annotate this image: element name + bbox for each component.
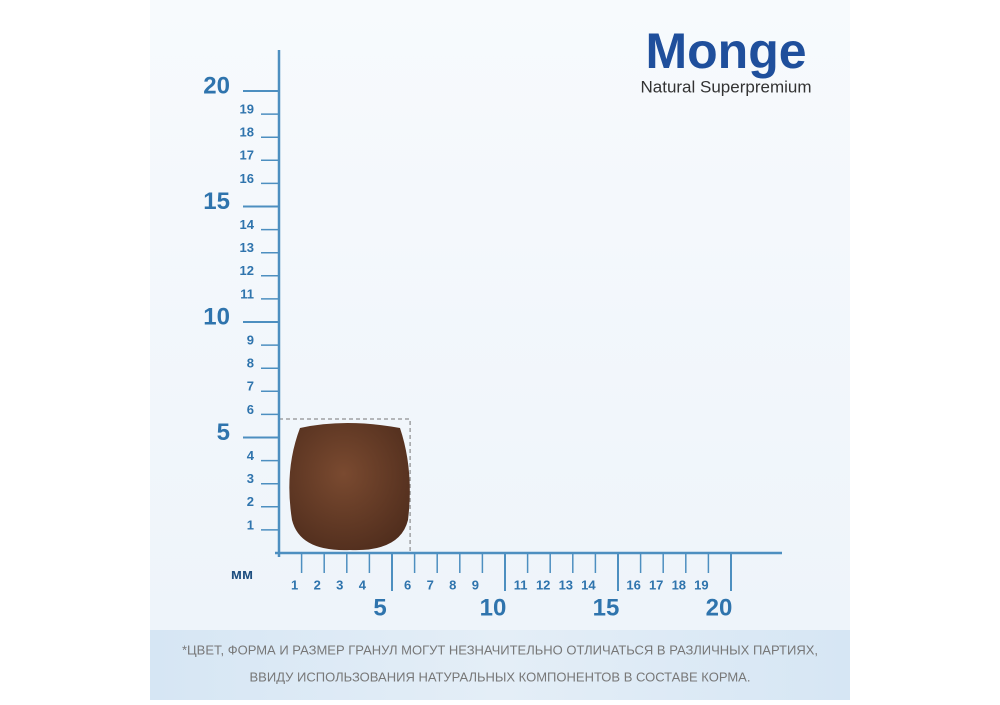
y-tick-label: 17 [240,148,254,163]
y-tick-label: 18 [240,125,254,140]
y-tick-label: 13 [240,240,254,255]
logo-tagline: Natural Superpremium [640,77,811,96]
y-tick-label: 14 [240,217,255,232]
y-tick-label: 6 [247,402,254,417]
y-major-label: 20 [203,72,230,99]
x-tick-label: 16 [626,577,640,592]
y-tick-label: 12 [240,263,254,278]
y-tick-label: 11 [240,286,254,301]
footnote-line: ВВИДУ ИСПОЛЬЗОВАНИЯ НАТУРАЛЬНЫХ КОМПОНЕН… [250,669,751,684]
footnote-box [150,630,850,700]
x-tick-label: 7 [427,577,434,592]
unit-label: мм [231,566,253,583]
x-tick-label: 8 [449,577,456,592]
x-tick-label: 9 [472,577,479,592]
x-tick-label: 6 [404,577,411,592]
x-major-label: 15 [593,594,620,621]
logo-brand: Monge [645,23,806,79]
y-tick-label: 1 [247,517,254,532]
x-tick-label: 14 [581,577,596,592]
x-tick-label: 11 [514,577,528,592]
x-major-label: 10 [480,594,507,621]
x-tick-label: 3 [336,577,343,592]
y-tick-label: 16 [240,171,254,186]
y-tick-label: 8 [247,356,254,371]
x-major-label: 20 [706,594,733,621]
y-tick-label: 19 [240,102,254,117]
y-tick-label: 9 [247,333,254,348]
y-tick-label: 7 [247,379,254,394]
x-tick-label: 4 [359,577,367,592]
y-tick-label: 3 [247,471,254,486]
y-major-label: 15 [203,188,230,215]
background-panel [150,0,850,630]
x-major-label: 5 [373,594,386,621]
y-major-label: 10 [203,303,230,330]
x-tick-label: 2 [314,577,321,592]
y-major-label: 5 [217,419,230,446]
x-tick-label: 17 [649,577,663,592]
kibble [289,423,410,551]
y-tick-label: 2 [247,494,254,509]
x-tick-label: 13 [559,577,573,592]
x-tick-label: 12 [536,577,550,592]
x-tick-label: 18 [672,577,686,592]
x-tick-label: 1 [291,577,298,592]
x-tick-label: 19 [694,577,708,592]
y-tick-label: 4 [247,448,255,463]
footnote-line: *ЦВЕТ, ФОРМА И РАЗМЕР ГРАНУЛ МОГУТ НЕЗНА… [182,642,818,657]
